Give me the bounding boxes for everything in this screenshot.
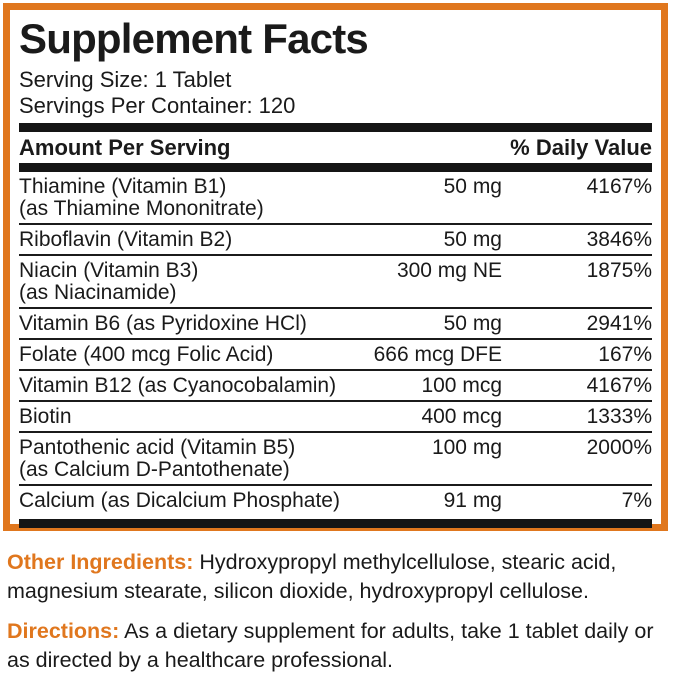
servings-per-container: Servings Per Container: 120 (19, 93, 296, 119)
nutrient-amount: 100 mcg (421, 374, 502, 398)
nutrient-name-secondary: (as Niacinamide) (19, 281, 177, 305)
nutrient-amount: 50 mg (443, 175, 502, 199)
nutrient-name: Vitamin B12 (as Cyanocobalamin) (19, 374, 337, 398)
nutrient-row: Folate (400 mcg Folic Acid) 666 mcg DFE … (19, 338, 652, 369)
other-ingredients-label: Other Ingredients: (7, 550, 194, 574)
supplement-facts-panel: Supplement Facts Serving Size: 1 Tablet … (3, 3, 668, 531)
nutrient-name-secondary: (as Thiamine Mononitrate) (19, 197, 264, 221)
nutrient-daily-value: 4167% (586, 175, 652, 199)
nutrient-name: Pantothenic acid (Vitamin B5) (19, 436, 296, 460)
nutrient-name: Calcium (as Dicalcium Phosphate) (19, 489, 340, 513)
nutrient-name: Biotin (19, 405, 72, 429)
nutrient-name: Riboflavin (Vitamin B2) (19, 228, 233, 252)
label-footer: Other Ingredients: Hydroxypropyl methylc… (0, 541, 679, 686)
amount-per-serving-label: Amount Per Serving (19, 135, 231, 161)
nutrient-amount: 666 mcg DFE (373, 343, 502, 367)
nutrient-rows: Thiamine (Vitamin B1) (as Thiamine Monon… (19, 172, 652, 515)
nutrient-amount: 100 mg (431, 436, 502, 460)
daily-value-label: % Daily Value (510, 135, 652, 161)
nutrient-amount: 50 mg (443, 312, 502, 336)
nutrient-row: Pantothenic acid (Vitamin B5) (as Calciu… (19, 431, 652, 484)
nutrient-name: Thiamine (Vitamin B1) (19, 175, 227, 199)
nutrient-amount: 50 mg (443, 228, 502, 252)
nutrient-amount: 300 mg NE (396, 259, 502, 283)
nutrient-daily-value: 3846% (586, 228, 652, 252)
nutrient-daily-value: 2000% (586, 436, 652, 460)
nutrient-row: Vitamin B12 (as Cyanocobalamin) 100 mcg … (19, 369, 652, 400)
directions-paragraph: Directions: As a dietary supplement for … (7, 617, 665, 675)
nutrient-amount: 91 mg (443, 489, 502, 513)
nutrient-row: Riboflavin (Vitamin B2) 50 mg 3846% (19, 223, 652, 254)
nutrient-daily-value: 1333% (586, 405, 652, 429)
other-ingredients-paragraph: Other Ingredients: Hydroxypropyl methylc… (7, 548, 665, 606)
nutrient-daily-value: 4167% (586, 374, 652, 398)
table-header-row: Amount Per Serving % Daily Value (19, 132, 652, 163)
divider-bar-top (19, 123, 652, 133)
nutrient-daily-value: 2941% (586, 312, 652, 336)
nutrient-name: Folate (400 mcg Folic Acid) (19, 343, 274, 367)
nutrient-row: Calcium (as Dicalcium Phosphate) 91 mg 7… (19, 484, 652, 515)
nutrient-name-secondary: (as Calcium D-Pantothenate) (19, 458, 290, 482)
serving-size: Serving Size: 1 Tablet (19, 67, 232, 93)
nutrient-daily-value: 167% (598, 343, 652, 367)
nutrient-row: Niacin (Vitamin B3) (as Niacinamide) 300… (19, 254, 652, 307)
divider-bar-header (19, 163, 652, 173)
divider-bar-bottom (19, 519, 652, 529)
nutrient-row: Vitamin B6 (as Pyridoxine HCl) 50 mg 294… (19, 307, 652, 338)
other-ingredients-text: Hydroxypropyl methylcellulose, stearic a… (7, 550, 617, 603)
nutrient-daily-value: 1875% (586, 259, 652, 283)
nutrient-row: Biotin 400 mcg 1333% (19, 400, 652, 431)
nutrient-name: Vitamin B6 (as Pyridoxine HCl) (19, 312, 307, 336)
directions-label: Directions: (7, 619, 120, 643)
nutrient-row: Thiamine (Vitamin B1) (as Thiamine Monon… (19, 172, 652, 223)
nutrient-amount: 400 mcg (421, 405, 502, 429)
panel-title: Supplement Facts (19, 15, 369, 62)
nutrient-name: Niacin (Vitamin B3) (19, 259, 199, 283)
nutrient-daily-value: 7% (621, 489, 652, 513)
